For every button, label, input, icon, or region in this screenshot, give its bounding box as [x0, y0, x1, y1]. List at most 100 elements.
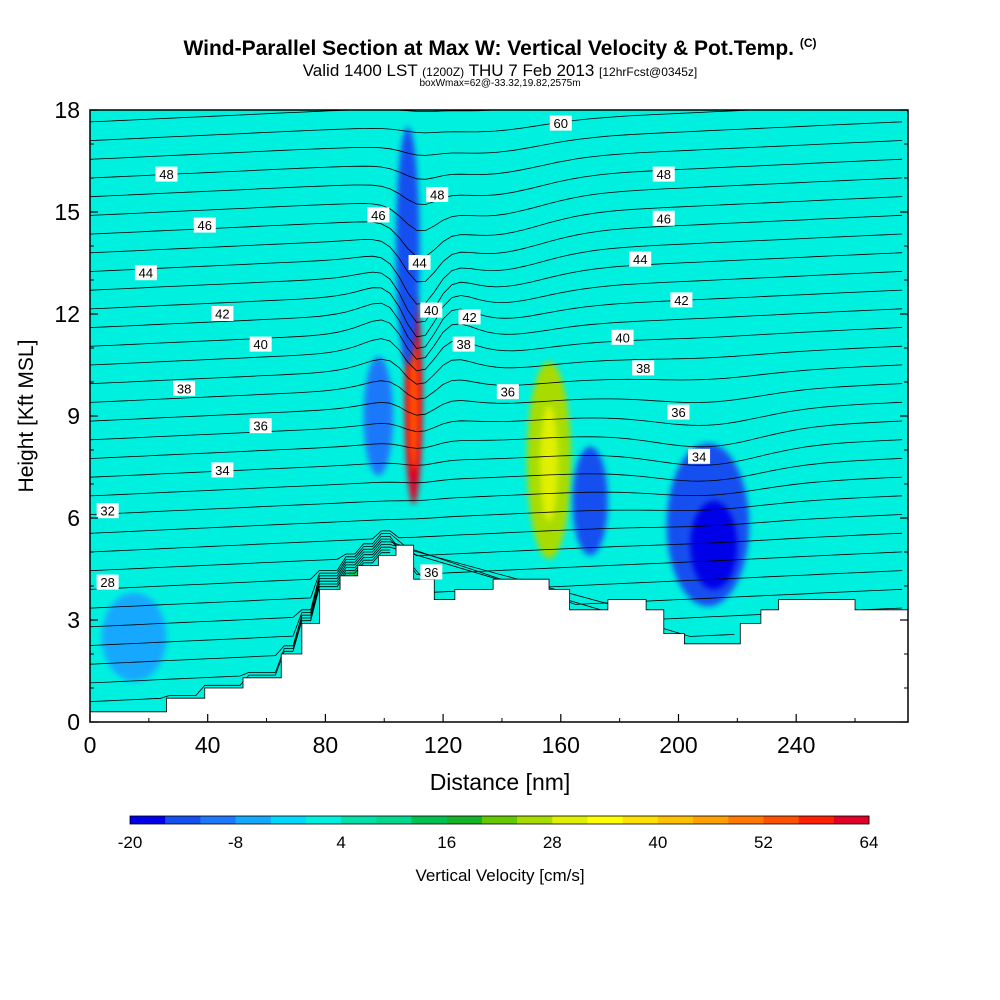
isentrope-line-21 [90, 271, 903, 338]
theta-label-2: 48 [426, 187, 449, 203]
colorbar-tick-3: 16 [437, 833, 456, 852]
isentrope-line-25 [90, 196, 903, 258]
theta-label-bg-10 [211, 306, 234, 321]
theta-label-18: 38 [632, 360, 655, 376]
y-tick-label-2: 6 [67, 505, 80, 531]
theta-label-text-8: 44 [412, 256, 426, 271]
theta-label-text-3: 48 [657, 167, 671, 182]
colorbar-swatch-3 [235, 816, 272, 824]
theta-label-bg-17 [452, 336, 475, 352]
isentrope-line-10 [90, 476, 903, 515]
x-tick-label-2: 80 [313, 732, 339, 758]
colorbar-label: Vertical Velocity [cm/s] [415, 866, 584, 885]
isentrope-line-4 [90, 541, 903, 628]
theta-label-20: 36 [496, 384, 519, 400]
theta-label-3: 48 [652, 166, 675, 182]
title-copyright: (C) [799, 36, 817, 50]
colorbar-swatch-0 [130, 816, 166, 824]
colorbar-tick-6: 52 [754, 833, 773, 852]
theta-label-text-21: 36 [671, 405, 685, 420]
theta-label-text-7: 44 [139, 266, 153, 281]
theta-label-bg-16 [173, 380, 196, 396]
x-axis-label: Distance [nm] [430, 769, 571, 795]
colorbar-swatch-20 [833, 816, 870, 824]
colorbar-swatch-17 [728, 816, 764, 824]
theta-label-23: 34 [211, 462, 234, 478]
velocity-cell-1 [408, 341, 419, 471]
theta-label-bg-3 [652, 166, 675, 182]
theta-label-bg-24 [688, 448, 711, 464]
theta-label-10: 42 [211, 306, 234, 322]
y-tick-label-5: 15 [54, 199, 80, 225]
theta-label-5: 46 [367, 207, 390, 223]
velocity-cell-3 [540, 405, 558, 522]
theta-label-text-4: 46 [198, 218, 212, 233]
theta-label-text-15: 40 [615, 330, 629, 345]
theta-label-bg-13 [249, 336, 272, 352]
theta-label-text-17: 38 [456, 337, 470, 352]
isentrope-line-19 [90, 308, 903, 360]
theta-label-text-19: 36 [253, 419, 267, 434]
theta-label-bg-1 [155, 166, 178, 182]
theta-label-text-13: 40 [253, 337, 267, 352]
theta-label-21: 36 [667, 404, 690, 420]
theta-label-bg-22 [420, 564, 443, 580]
theta-label-11: 42 [458, 309, 481, 325]
theta-label-9: 44 [629, 251, 652, 267]
y-tick-label-0: 0 [67, 709, 80, 735]
isentrope-line-13 [90, 420, 903, 459]
x-tick-label-5: 200 [659, 732, 697, 758]
theta-label-bg-7 [134, 265, 157, 281]
x-tick-label-6: 240 [777, 732, 815, 758]
colorbar-tick-5: 40 [648, 833, 667, 852]
y-tick-label-6: 18 [54, 97, 80, 123]
theta-label-bg-26 [96, 574, 119, 590]
chart-subtitle: Valid 1400 LST (1200Z) THU 7 Feb 2013 [1… [0, 61, 1000, 81]
colorbar-frame [129, 815, 870, 825]
potential-temperature-contours [90, 110, 903, 702]
y-axis-label: Height [Kft MSL] [15, 340, 38, 493]
theta-label-8: 44 [408, 255, 431, 271]
colorbar-swatch-18 [763, 816, 800, 824]
theta-label-text-16: 38 [177, 381, 191, 396]
theta-label-text-23: 34 [215, 463, 229, 478]
isentrope-line-23 [90, 233, 903, 305]
theta-label-bg-15 [611, 329, 634, 345]
theta-label-bg-6 [652, 210, 675, 226]
theta-label-text-14: 40 [424, 303, 438, 318]
theta-label-7: 44 [134, 265, 157, 281]
theta-label-text-0: 60 [554, 116, 568, 131]
valid-date: THU 7 Feb 2013 [468, 61, 595, 80]
colorbar: -20 -8 4 16 28 40 52 64 [118, 815, 878, 852]
isentrope-line-22 [90, 252, 903, 323]
forecast-info: [12hrFcst@0345z] [599, 65, 698, 79]
velocity-cell-13 [805, 127, 835, 297]
theta-label-bg-19 [249, 418, 272, 434]
colorbar-swatch-19 [798, 816, 835, 824]
isentrope-line-30 [90, 110, 761, 141]
x-tick-label-4: 160 [542, 732, 580, 758]
theta-label-bg-14 [420, 302, 443, 318]
isentrope-line-6 [90, 536, 903, 590]
isentrope-line-15 [90, 383, 903, 422]
theta-label-6: 46 [652, 210, 675, 226]
theta-label-bg-12 [670, 292, 693, 308]
isentrope-line-2 [90, 546, 735, 665]
isentrope-line-27 [90, 158, 903, 205]
colorbar-swatch-16 [693, 816, 729, 824]
theta-label-text-22: 36 [424, 565, 438, 580]
theta-label-text-6: 46 [657, 211, 671, 226]
theta-label-text-20: 36 [501, 385, 515, 400]
theta-label-24: 34 [688, 448, 711, 464]
colorbar-swatch-6 [341, 816, 377, 824]
y-tick-label-4: 12 [54, 301, 80, 327]
velocity-cell-4 [572, 446, 608, 556]
chart-title: Wind-Parallel Section at Max W: Vertical… [0, 36, 1000, 61]
isentrope-line-9 [90, 495, 903, 534]
theta-label-text-1: 48 [159, 167, 173, 182]
theta-label-text-24: 34 [692, 449, 706, 464]
colorbar-swatch-1 [165, 816, 201, 824]
x-tick-label-0: 0 [84, 732, 97, 758]
colorbar-tick-2: 4 [336, 833, 345, 852]
